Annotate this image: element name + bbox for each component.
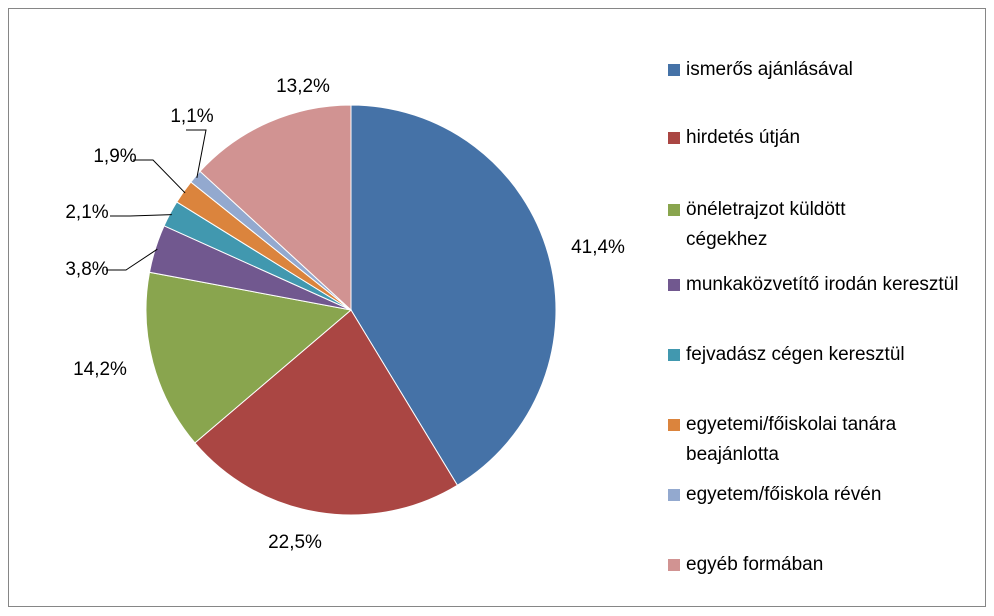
legend-swatch bbox=[668, 204, 680, 216]
data-label: 3,8% bbox=[65, 259, 108, 280]
pie-slice bbox=[350, 104, 557, 486]
legend-swatch bbox=[668, 419, 680, 431]
legend-swatch bbox=[668, 559, 680, 571]
data-label: 13,2% bbox=[276, 76, 330, 97]
data-label: 14,2% bbox=[73, 359, 127, 380]
legend-swatch bbox=[668, 489, 680, 501]
leader-line bbox=[186, 129, 207, 178]
data-label: 2,1% bbox=[65, 202, 108, 223]
data-label: 41,4% bbox=[571, 237, 625, 258]
legend-item: ismerős ajánlásával bbox=[668, 55, 978, 85]
legend-swatch bbox=[668, 279, 680, 291]
legend-label: ismerős ajánlásával bbox=[686, 59, 853, 80]
legend-label: egyetem/főiskola révén bbox=[686, 484, 882, 505]
legend-item: önéletrajzot küldött cégekhez bbox=[668, 195, 978, 255]
legend-label: hirdetés útján bbox=[686, 127, 801, 148]
legend-item: fejvadász cégen keresztül bbox=[668, 340, 978, 370]
leader-line bbox=[110, 214, 172, 217]
legend-label: egyetemi/főiskolai tanára beajánlotta bbox=[686, 414, 897, 465]
legend-label: egyéb formában bbox=[686, 554, 824, 575]
legend-item: egyéb formában bbox=[668, 550, 978, 580]
pie-slice bbox=[145, 271, 353, 444]
pie-slice bbox=[199, 104, 352, 312]
data-label: 22,5% bbox=[268, 532, 322, 553]
leader-line bbox=[133, 159, 186, 194]
legend-item: munkaközvetítő irodán keresztül bbox=[668, 270, 978, 300]
data-label: 1,9% bbox=[93, 146, 136, 167]
pie-slice bbox=[194, 309, 459, 516]
legend-swatch bbox=[668, 132, 680, 144]
legend-item: hirdetés útján bbox=[668, 123, 978, 153]
legend-item: egyetem/főiskola révén bbox=[668, 480, 978, 510]
leader-line bbox=[106, 248, 158, 271]
legend-label: munkaközvetítő irodán keresztül bbox=[686, 274, 959, 295]
legend-label: fejvadász cégen keresztül bbox=[686, 344, 905, 365]
legend-swatch bbox=[668, 349, 680, 361]
legend-swatch bbox=[668, 64, 680, 76]
legend-label: önéletrajzot küldött cégekhez bbox=[686, 199, 846, 250]
data-label: 1,1% bbox=[170, 106, 213, 127]
legend-item: egyetemi/főiskolai tanára beajánlotta bbox=[668, 410, 978, 470]
